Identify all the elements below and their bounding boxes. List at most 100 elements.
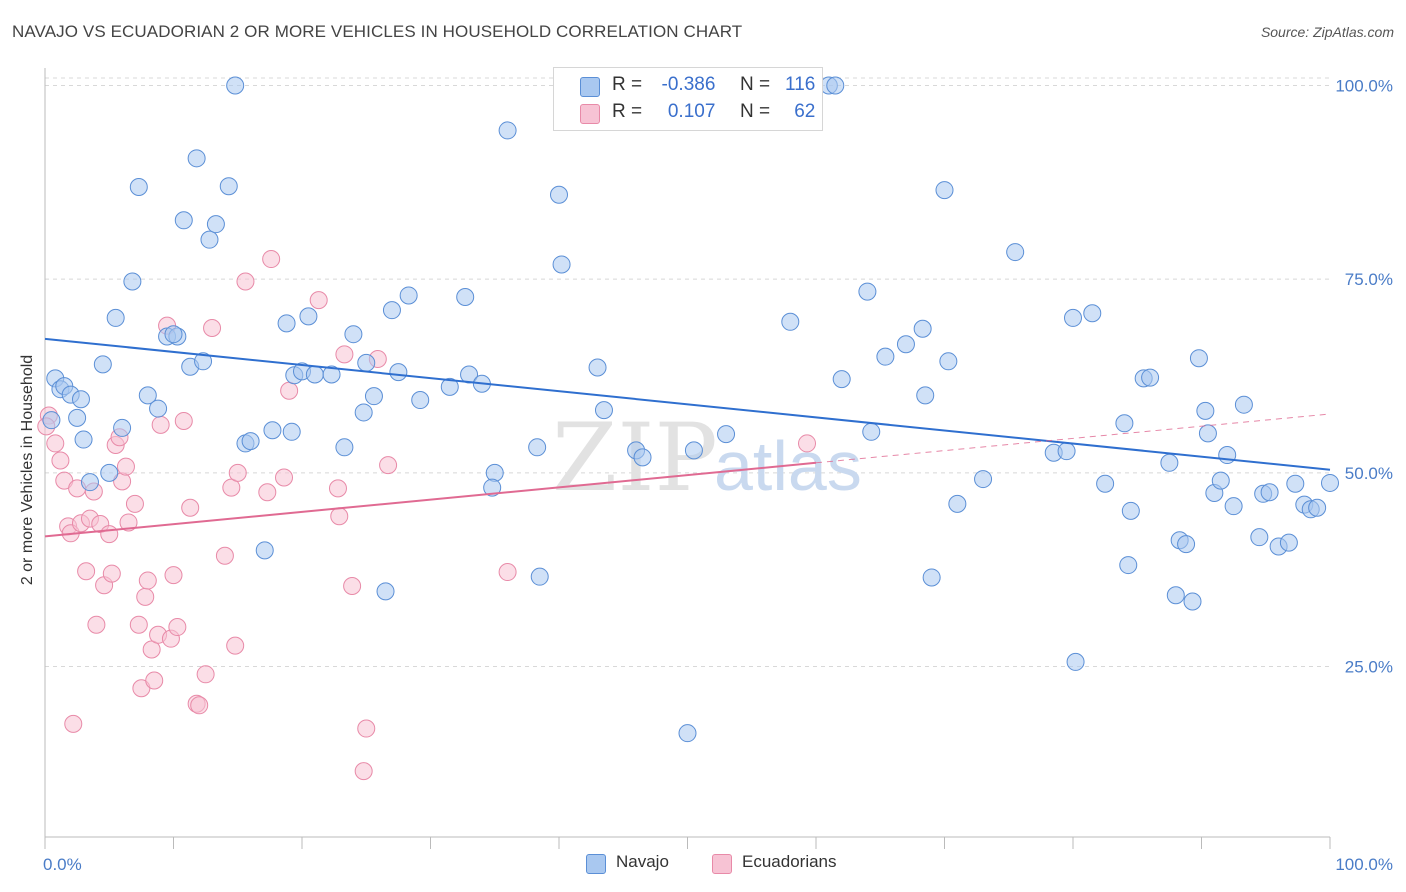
navajo-point xyxy=(164,325,183,344)
navajo-point xyxy=(1064,308,1082,327)
ecuadorians-point xyxy=(136,587,155,606)
ecuadorians-point xyxy=(280,381,299,400)
n-value: 62 xyxy=(794,101,816,122)
chart-title: NAVAJO VS ECUADORIAN 2 OR MORE VEHICLES … xyxy=(12,22,743,41)
navajo-point xyxy=(71,390,90,409)
navajo-point xyxy=(100,463,119,482)
navajo-point xyxy=(299,307,318,326)
navajo-point xyxy=(858,282,877,301)
navajo-point xyxy=(174,211,193,230)
navajo-point xyxy=(1211,471,1230,490)
legend-label: Ecuadorians xyxy=(742,852,837,871)
navajo-point xyxy=(282,422,301,441)
navajo-point xyxy=(194,352,213,371)
navajo-point xyxy=(74,430,93,449)
r-label: R = xyxy=(612,101,643,122)
ecuadorians-point xyxy=(138,571,157,590)
navajo-point xyxy=(552,255,571,274)
navajo-point xyxy=(498,121,517,140)
ecuadorians-point xyxy=(275,468,294,487)
navajo-point xyxy=(1119,556,1138,575)
navajo-point xyxy=(1279,533,1298,552)
ecuadorians-point xyxy=(258,483,277,502)
navajo-point xyxy=(935,181,954,200)
navajo-point xyxy=(241,432,260,451)
ecuadorians-point xyxy=(343,576,362,595)
navajo-point xyxy=(826,76,845,95)
ecuadorians-point xyxy=(357,719,376,738)
axis-layer xyxy=(44,68,1331,849)
navajo-point xyxy=(106,308,125,327)
navajo-point xyxy=(862,422,881,441)
navajo-point xyxy=(376,582,395,601)
ecuadorians-point xyxy=(87,615,106,634)
navajo-point xyxy=(528,438,547,457)
navajo-point xyxy=(939,352,958,371)
navajo-point xyxy=(200,230,219,249)
ecuadorians-trend-line xyxy=(44,461,817,538)
navajo-point xyxy=(1183,592,1202,611)
navajo-point xyxy=(399,286,418,305)
navajo-point xyxy=(530,567,549,586)
navajo-point xyxy=(1196,401,1215,420)
ecuadorians-point xyxy=(181,498,200,517)
ecuadorians-point xyxy=(330,507,349,526)
navajo-point xyxy=(364,387,383,406)
ecuadorians-point xyxy=(262,250,281,269)
navajo-point xyxy=(1121,501,1140,520)
ecuadorians-point xyxy=(379,456,398,475)
ecuadorians-trend-extension xyxy=(815,413,1331,464)
r-value: -0.386 xyxy=(661,74,716,95)
ecuadorians-point xyxy=(77,562,96,581)
ecuadorians-point xyxy=(116,457,135,476)
navajo-point xyxy=(1057,442,1076,461)
y-tick-label: 75.0% xyxy=(1345,270,1393,289)
r-value: 0.107 xyxy=(667,101,716,122)
navajo-point xyxy=(1224,497,1243,516)
source-label: Source: ZipAtlas.com xyxy=(1260,24,1394,40)
navajo-point xyxy=(149,399,168,418)
ecuadorians-point xyxy=(226,636,245,655)
navajo-point xyxy=(456,288,475,307)
navajo-point xyxy=(42,411,61,430)
navajo-point xyxy=(1160,453,1179,472)
navajo-point xyxy=(588,358,607,377)
navajo-trend-line xyxy=(44,337,1331,471)
navajo-point xyxy=(633,448,652,467)
ecuadorians-point xyxy=(196,665,215,684)
ecuadorians-point xyxy=(164,566,183,585)
navajo-point xyxy=(974,470,993,489)
navajo-point xyxy=(684,441,703,460)
navajo-point xyxy=(483,478,502,497)
ecuadorians-point xyxy=(100,525,119,544)
ecuadorians-point xyxy=(151,415,170,434)
navajo-point xyxy=(1006,243,1025,262)
navajo-point xyxy=(344,325,363,344)
navajo-point xyxy=(389,363,408,382)
ecuadorians-point xyxy=(51,451,70,470)
navajo-point xyxy=(1115,414,1134,433)
ecuadorians-point xyxy=(798,434,817,453)
navajo-point xyxy=(335,438,354,457)
x-tick-label: 0.0% xyxy=(43,855,82,874)
ecuadorians-swatch xyxy=(580,104,600,124)
navajo-point xyxy=(138,386,157,405)
navajo-point xyxy=(1083,304,1102,323)
ecuadorians-point xyxy=(145,671,164,690)
navajo-point xyxy=(206,215,225,234)
ecuadorians-point xyxy=(190,696,209,715)
ecuadorians-point xyxy=(335,345,354,364)
navajo-point xyxy=(113,418,132,437)
navajo-point xyxy=(896,335,915,354)
ecuadorians-point xyxy=(168,618,187,637)
navajo-point xyxy=(354,403,373,422)
navajo-swatch xyxy=(580,77,600,97)
navajo-point xyxy=(357,353,376,372)
navajo-point xyxy=(1141,368,1160,387)
navajo-point xyxy=(948,494,967,513)
ecuadorians-point xyxy=(328,479,347,498)
navajo-point xyxy=(382,301,401,320)
trend-layer xyxy=(44,337,1331,538)
navajo-point xyxy=(1260,483,1279,502)
ecuadorians-point xyxy=(46,434,65,453)
